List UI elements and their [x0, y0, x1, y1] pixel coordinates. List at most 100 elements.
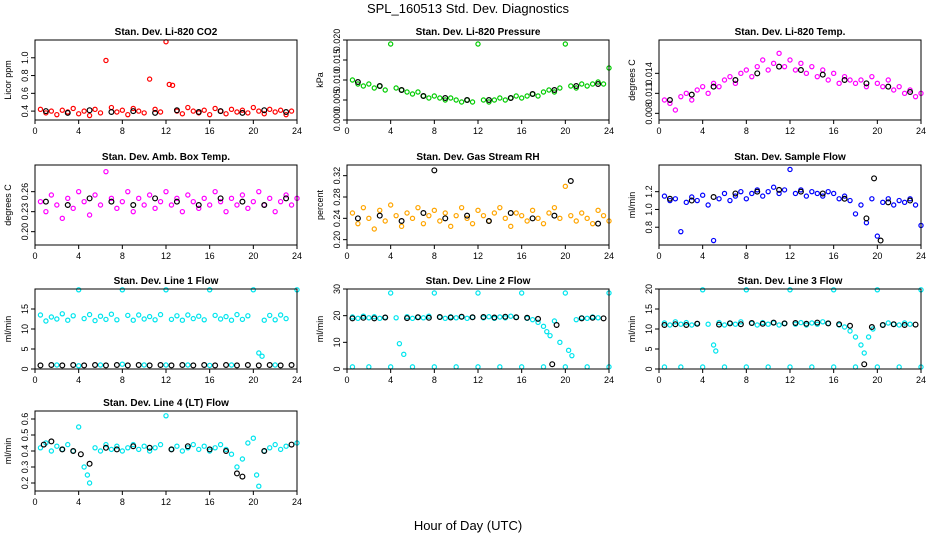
data-point [354, 215, 361, 222]
x-tick-label: 16 [829, 126, 839, 136]
data-point [37, 312, 44, 318]
data-point [277, 107, 284, 113]
data-point [146, 444, 153, 451]
data-point [349, 315, 356, 322]
data-point [858, 77, 864, 83]
data-point [179, 111, 186, 117]
data-point [732, 80, 739, 87]
data-point [595, 207, 601, 214]
data-point [415, 204, 421, 211]
data-point [65, 441, 71, 448]
data-point [157, 109, 164, 115]
data-point [261, 202, 268, 209]
data-point [245, 205, 251, 212]
data-point [885, 199, 892, 206]
data-point [475, 364, 481, 370]
data-point [661, 193, 668, 199]
data-point [743, 287, 750, 293]
x-tick-label: 12 [161, 251, 171, 261]
y-tick-label: 5 [20, 346, 30, 351]
data-point [562, 183, 569, 190]
data-point [54, 111, 60, 118]
data-point [152, 317, 158, 323]
data-point [54, 202, 60, 208]
data-point [59, 446, 66, 453]
data-point [458, 99, 465, 105]
data-point [732, 321, 739, 327]
x-tick-label: 4 [76, 375, 81, 385]
data-point [288, 202, 295, 208]
data-point [376, 212, 383, 219]
data-point [277, 312, 284, 318]
data-point [666, 195, 673, 202]
data-point [841, 76, 848, 83]
data-point [732, 76, 739, 83]
data-point [809, 320, 815, 326]
data-point [787, 166, 793, 173]
data-point [426, 212, 432, 219]
data-point [874, 287, 881, 293]
data-point [70, 362, 77, 369]
data-point [253, 472, 260, 478]
data-point [124, 362, 131, 369]
data-point [141, 202, 147, 208]
data-point [589, 81, 596, 87]
data-point [524, 93, 530, 99]
data-point [201, 195, 207, 202]
data-point [54, 316, 60, 322]
data-point [272, 317, 278, 323]
data-point [507, 210, 514, 217]
data-point [896, 322, 902, 328]
x-tick-label: 12 [161, 126, 171, 136]
data-point [485, 96, 492, 103]
data-point [847, 77, 853, 83]
data-point [179, 448, 186, 454]
data-point [108, 195, 115, 202]
data-point [502, 313, 509, 320]
data-point [781, 187, 788, 193]
data-point [146, 362, 153, 369]
y-tick-label: 0.005 [332, 89, 342, 112]
data-point [573, 82, 580, 89]
data-point [518, 364, 525, 370]
data-point [206, 202, 213, 208]
data-point [414, 314, 421, 321]
data-point [141, 110, 147, 116]
data-point [185, 104, 191, 111]
x-tick-label: 0 [32, 375, 37, 385]
data-point [97, 202, 104, 208]
data-point [409, 315, 416, 322]
data-point [426, 95, 432, 101]
data-point [442, 94, 449, 101]
x-tick-label: 12 [161, 375, 171, 385]
data-point [244, 362, 251, 369]
x-tick-label: 16 [517, 375, 527, 385]
data-point [404, 315, 411, 322]
figure-xlabel: Hour of Day (UTC) [414, 518, 522, 533]
y-tick-label: 0.23 [20, 203, 30, 221]
data-point [366, 81, 372, 87]
data-point [409, 215, 416, 222]
data-point [535, 315, 542, 322]
x-tick-label: 4 [700, 375, 705, 385]
data-point [366, 215, 372, 222]
data-point [431, 167, 438, 174]
data-point [880, 199, 886, 206]
data-point [223, 208, 229, 215]
data-point [871, 175, 878, 182]
data-point [540, 364, 547, 370]
data-point [475, 207, 481, 214]
y-axis-label: degrees C [627, 59, 637, 101]
data-point [803, 70, 810, 77]
x-tick-label: 24 [916, 251, 926, 261]
data-point [75, 287, 82, 293]
data-point [360, 314, 367, 321]
data-point [398, 223, 405, 230]
data-point [283, 192, 289, 198]
x-tick-label: 8 [120, 497, 125, 507]
data-point [212, 105, 218, 112]
x-tick-label: 20 [248, 497, 258, 507]
data-point [102, 362, 109, 369]
x-tick-label: 24 [916, 126, 926, 136]
data-point [393, 212, 399, 219]
